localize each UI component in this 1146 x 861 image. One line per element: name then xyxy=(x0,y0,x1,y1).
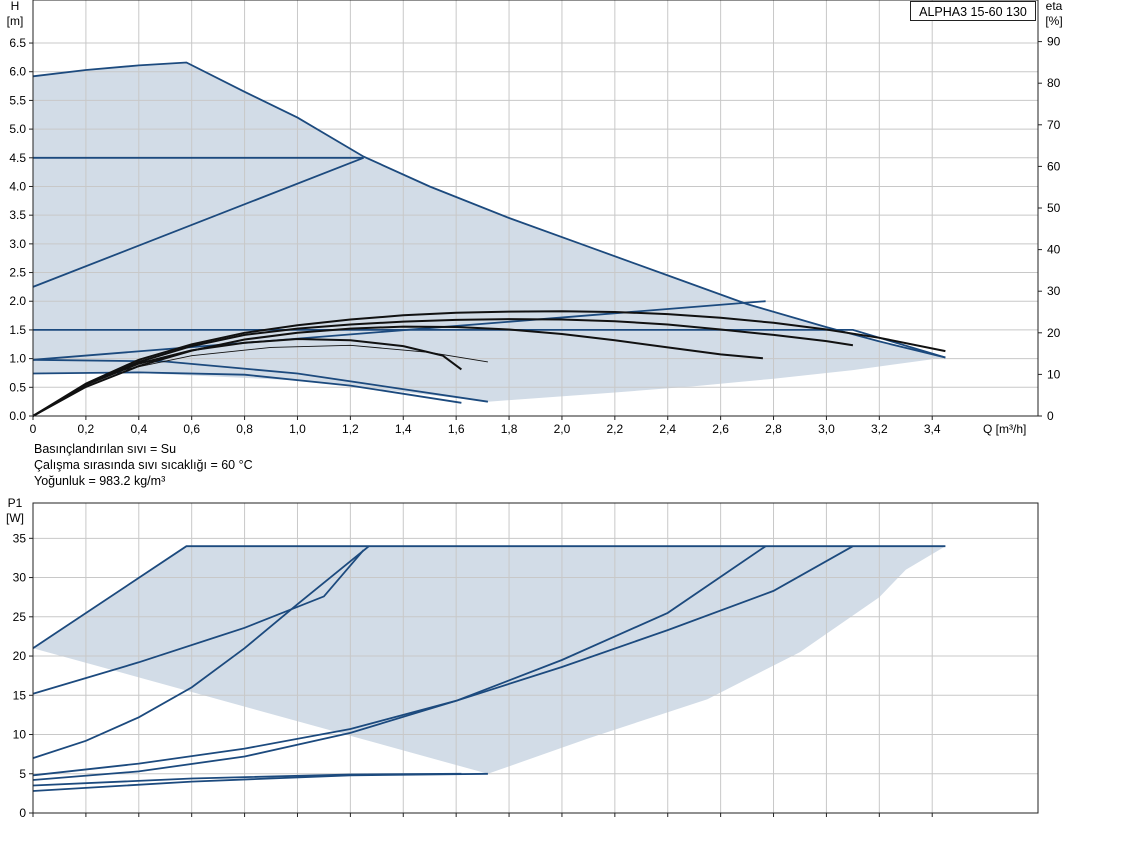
eta-y-tick-label: 20 xyxy=(1047,326,1061,340)
head-x-tick-label: 3,2 xyxy=(871,422,888,436)
head-y-tick-label: 4.5 xyxy=(9,151,26,165)
power-curve-max-power xyxy=(32,545,946,649)
eta-curve-eta-5 xyxy=(112,344,488,373)
info-density: Yoğunluk = 983.2 kg/m³ xyxy=(34,474,166,488)
head-x-tick-label: 2,0 xyxy=(554,422,571,436)
power-curve-min-power-2 xyxy=(32,772,488,792)
eta-y-tick-label: 90 xyxy=(1047,35,1061,49)
head-curve-proportional-pressure-high xyxy=(32,156,364,288)
eta-axis-unit: [%] xyxy=(1045,14,1062,28)
head-y-tick-label: 2.0 xyxy=(9,294,26,308)
head-x-tick-label: 0,6 xyxy=(183,422,200,436)
power-curve-pp-high-power xyxy=(32,545,370,759)
power-y-tick-label: 15 xyxy=(13,688,27,702)
power-y-tick-label: 20 xyxy=(13,649,27,663)
head-x-tick-label: 1,4 xyxy=(395,422,412,436)
head-y-axis-title: H xyxy=(11,0,20,13)
eta-y-tick-label: 60 xyxy=(1047,159,1061,173)
eta-y-tick-label: 70 xyxy=(1047,118,1061,132)
head-x-tick-label: 1,2 xyxy=(342,422,359,436)
eta-y-tick-label: 40 xyxy=(1047,243,1061,257)
head-curve-max-curve xyxy=(32,61,946,359)
head-y-axis-unit: [m] xyxy=(7,14,24,28)
head-y-tick-label: 5.0 xyxy=(9,122,26,136)
head-y-tick-label: 3.5 xyxy=(9,208,26,222)
head-x-tick-label: 1,6 xyxy=(448,422,465,436)
head-y-tick-label: 0.5 xyxy=(9,380,26,394)
head-x-tick-label: 3,0 xyxy=(818,422,835,436)
power-y-tick-label: 25 xyxy=(13,610,27,624)
head-y-tick-label: 2.5 xyxy=(9,266,26,280)
eta-curve-eta-1 xyxy=(32,318,854,417)
info-fluid: Basınçlandırılan sıvı = Su xyxy=(34,442,177,456)
eta-axis-title: eta xyxy=(1046,0,1063,13)
eta-y-tick-label: 0 xyxy=(1047,409,1054,423)
head-x-tick-label: 3,4 xyxy=(924,422,941,436)
model-label-box: ALPHA3 15-60 130 xyxy=(910,1,1036,21)
eta-curve-eta-3 xyxy=(32,325,763,417)
head-x-tick-label: 0 xyxy=(30,422,37,436)
head-x-tick-label: 0,8 xyxy=(236,422,253,436)
head-y-tick-label: 1.5 xyxy=(9,323,26,337)
head-y-tick-label: 0.0 xyxy=(9,409,26,423)
head-x-tick-label: 2,4 xyxy=(659,422,676,436)
eta-curve-eta-4 xyxy=(32,337,462,417)
head-x-tick-label: 0,4 xyxy=(130,422,147,436)
power-y-tick-label: 10 xyxy=(13,728,27,742)
head-y-tick-label: 6.5 xyxy=(9,36,26,50)
power-curve-pp-low-power xyxy=(32,545,767,781)
power-y-tick-label: 35 xyxy=(13,531,27,545)
head-x-tick-label: 2,6 xyxy=(712,422,729,436)
model-label: ALPHA3 15-60 130 xyxy=(919,5,1027,19)
flow-axis-title: Q [m³/h] xyxy=(983,422,1026,436)
head-x-tick-label: 0,2 xyxy=(78,422,95,436)
head-x-tick-label: 2,2 xyxy=(606,422,623,436)
head-curve-min-curve-2 xyxy=(32,358,489,403)
eta-curve-eta-2 xyxy=(32,310,946,417)
power-grid xyxy=(32,503,1038,814)
head-y-tick-label: 3.0 xyxy=(9,237,26,251)
power-y-axis-unit: [W] xyxy=(6,511,24,525)
head-curve-constant-pressure-1.5 xyxy=(33,329,946,359)
power-y-tick-label: 5 xyxy=(19,767,26,781)
eta-y-tick-label: 30 xyxy=(1047,284,1061,298)
eta-y-tick-label: 50 xyxy=(1047,201,1061,215)
power-y-axis-title: P1 xyxy=(8,496,23,510)
head-x-tick-label: 1,8 xyxy=(501,422,518,436)
head-y-tick-label: 6.0 xyxy=(9,65,26,79)
power-y-tick-label: 0 xyxy=(19,806,26,820)
power-envelope-area xyxy=(33,546,946,774)
info-temperature: Çalışma sırasında sıvı sıcaklığı = 60 °C xyxy=(34,458,253,472)
head-x-tick-label: 2,8 xyxy=(765,422,782,436)
head-x-tick-label: 1,0 xyxy=(289,422,306,436)
eta-y-tick-label: 80 xyxy=(1047,76,1061,90)
head-curve-proportional-pressure-low xyxy=(32,300,766,361)
power-plot-frame xyxy=(32,502,1039,814)
power-y-tick-label: 30 xyxy=(13,571,27,585)
eta-y-tick-label: 10 xyxy=(1047,367,1061,381)
head-y-tick-label: 5.5 xyxy=(9,93,26,107)
power-curve-cp-4.5-power xyxy=(32,549,365,695)
head-curve-min-curve-1 xyxy=(32,371,462,404)
head-y-tick-label: 4.0 xyxy=(9,179,26,193)
head-y-tick-label: 1.0 xyxy=(9,352,26,366)
